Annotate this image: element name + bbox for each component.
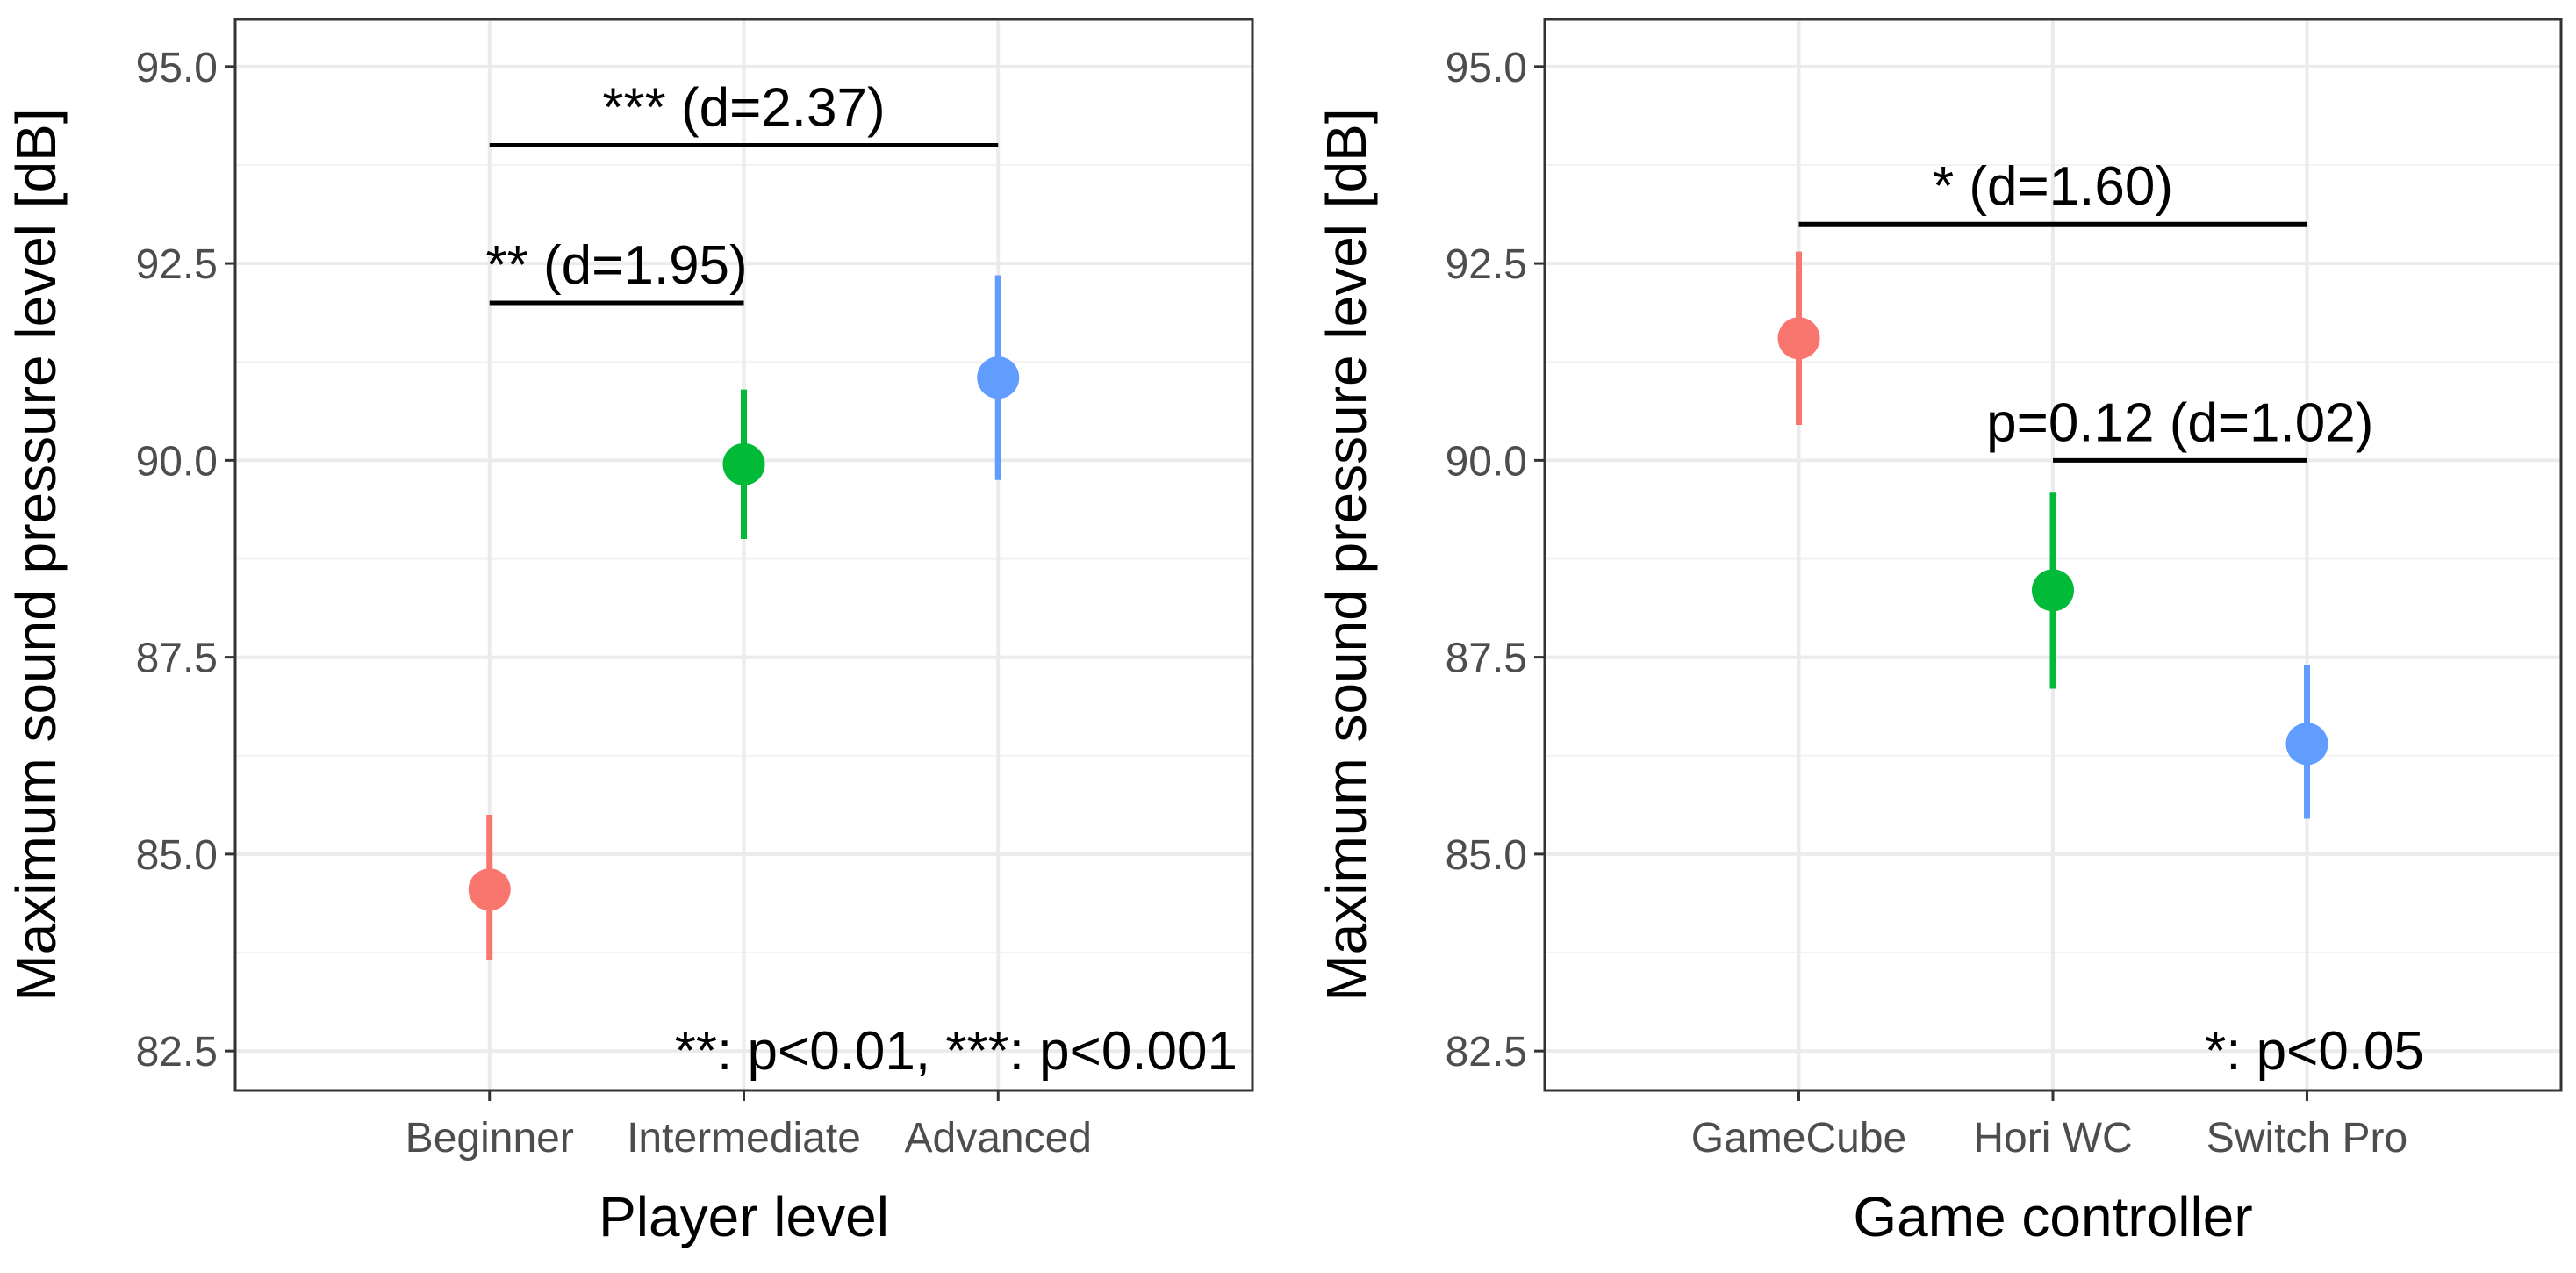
x-tick-label: Advanced [905, 1115, 1093, 1162]
point-beginner [468, 868, 511, 911]
point-intermediate [722, 442, 765, 485]
y-tick-label: 92.5 [1446, 241, 1527, 288]
x-tick-label: Intermediate [627, 1115, 861, 1162]
plot-frame [1543, 18, 2563, 1092]
x-tick-label: Beginner [405, 1115, 574, 1162]
significance-note: **: p<0.01, ***: p<0.001 [675, 1021, 1238, 1082]
y-tick-label: 87.5 [1446, 636, 1527, 682]
y-tick-label: 90.0 [1446, 438, 1527, 485]
panel-2: 82.5 85.0 87.5 90.0 92.5 95.0 GameCube Hori WC S… [1315, 18, 2563, 1248]
point-hori-wc [2032, 569, 2074, 612]
y-tick-label: 87.5 [136, 636, 218, 682]
point-advanced [977, 356, 1020, 399]
significance-label: p=0.12 (d=1.02) [1986, 392, 2373, 453]
plot-frame [233, 18, 1254, 1092]
y-tick-label: 90.0 [136, 438, 218, 485]
y-tick-label: 82.5 [136, 1029, 218, 1075]
x-axis-title: Game controller [1853, 1185, 2252, 1248]
y-tick-label: 85.0 [136, 832, 218, 879]
y-tick-label: 95.0 [1446, 45, 1527, 91]
x-tick-label: GameCube [1691, 1115, 1906, 1162]
y-tick-label: 92.5 [136, 241, 218, 288]
y-axis-title: Maximum sound pressure level [dB] [1315, 108, 1378, 1001]
x-tick-label: Hori WC [1973, 1115, 2132, 1162]
significance-label: *** (d=2.37) [602, 78, 885, 139]
x-tick-label: Switch Pro [2206, 1115, 2407, 1162]
point-switch-pro [2285, 723, 2328, 766]
y-axis-title: Maximum sound pressure level [dB] [4, 108, 68, 1001]
point-gamecube [1777, 317, 1820, 360]
y-tick-label: 85.0 [1446, 832, 1527, 879]
y-tick-label: 95.0 [136, 45, 218, 91]
significance-label: ** (d=1.95) [486, 235, 748, 296]
significance-label: * (d=1.60) [1933, 156, 2173, 217]
panel-1: 82.5 85.0 87.5 90.0 92.5 95.0 Beginner Intermed… [4, 18, 1254, 1248]
y-tick-label: 82.5 [1446, 1029, 1527, 1075]
x-axis-title: Player level [599, 1185, 889, 1248]
significance-note: *: p<0.05 [2205, 1021, 2424, 1082]
